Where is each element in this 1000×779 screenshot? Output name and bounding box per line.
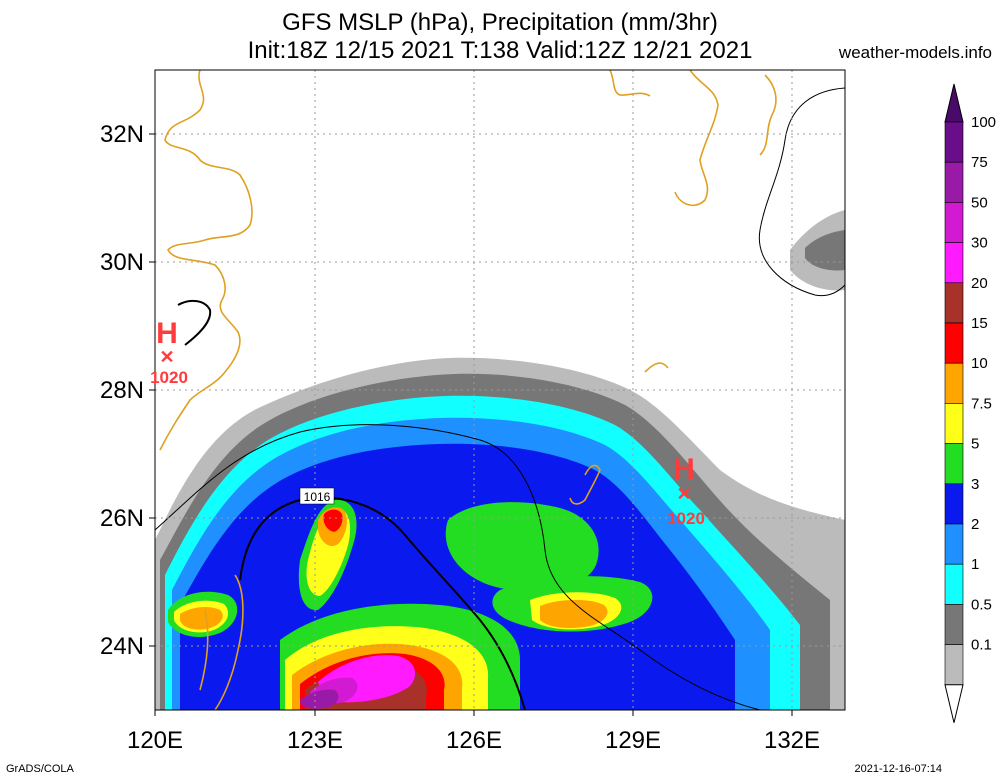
high-x-icon: ✕ bbox=[159, 347, 174, 367]
high-value: 1020 bbox=[150, 368, 188, 387]
high-x-icon: ✕ bbox=[676, 484, 691, 504]
colorbar-swatch bbox=[944, 161, 964, 203]
high-pressure-center: H ✕ 1020 bbox=[667, 453, 705, 528]
colorbar-swatch bbox=[944, 644, 964, 686]
colorbar-label: 100 bbox=[971, 114, 996, 131]
footer-left: GrADS/COLA bbox=[6, 763, 74, 775]
colorbar-label: 5 bbox=[971, 436, 979, 453]
colorbar-swatch bbox=[944, 443, 964, 485]
isobar-1018 bbox=[155, 424, 761, 710]
colorbar-label: 10 bbox=[971, 355, 988, 372]
x-tick-label: 120E bbox=[127, 727, 183, 754]
precip-10-west bbox=[180, 606, 223, 630]
isobar-1016 bbox=[239, 496, 526, 710]
precip-0.5-ne bbox=[805, 230, 845, 271]
y-tick-label: 26N bbox=[100, 505, 144, 532]
colorbar-label: 50 bbox=[971, 194, 988, 211]
y-tick-label: 28N bbox=[100, 377, 144, 404]
precip-15-plume bbox=[323, 509, 343, 532]
isobar-ne bbox=[758, 87, 845, 297]
isobar-label-box bbox=[299, 487, 335, 505]
high-letter: H bbox=[673, 453, 695, 486]
taiwan-coastline bbox=[199, 574, 244, 710]
colorbar-swatch bbox=[944, 563, 964, 605]
colorbar-swatch bbox=[944, 242, 964, 284]
footer-right: 2021-12-16-07:14 bbox=[854, 763, 942, 775]
gridlines bbox=[155, 70, 845, 710]
y-tick-label: 24N bbox=[100, 633, 144, 660]
colorbar-swatch bbox=[944, 523, 964, 565]
axis-ticks bbox=[149, 133, 793, 716]
precip-75 bbox=[300, 689, 339, 709]
colorbar-swatch bbox=[944, 322, 964, 364]
precip-field bbox=[155, 70, 845, 710]
high-pressure-center: H ✕ 1020 bbox=[150, 317, 188, 387]
y-tick-label: 30N bbox=[100, 249, 144, 276]
colorbar-label: 20 bbox=[971, 275, 988, 292]
china-coastline bbox=[159, 70, 253, 451]
japan-kyushu bbox=[674, 70, 719, 207]
x-tick-label: 126E bbox=[446, 727, 502, 754]
colorbar-swatch bbox=[944, 403, 964, 444]
x-tick-label: 129E bbox=[605, 727, 661, 754]
colorbar-top-arrow bbox=[944, 83, 964, 123]
colorbar: 100 75 50 30 20 15 10 7.5 5 3 2 1 0.5 0.1 bbox=[944, 83, 996, 723]
colorbar-swatch bbox=[944, 483, 964, 525]
x-tick-label: 123E bbox=[287, 727, 343, 754]
korea-coastline bbox=[609, 70, 651, 97]
precip-10-east bbox=[540, 599, 608, 628]
colorbar-swatch bbox=[944, 121, 964, 163]
colorbar-label: 2 bbox=[971, 516, 979, 533]
y-tick-label: 32N bbox=[100, 121, 144, 148]
isobar-label: 1016 bbox=[304, 490, 331, 504]
colorbar-label: 7.5 bbox=[971, 395, 992, 412]
colorbar-label: 0.1 bbox=[971, 637, 992, 654]
colorbar-label: 75 bbox=[971, 154, 988, 171]
colorbar-label: 15 bbox=[971, 315, 988, 332]
map-title-line2: Init:18Z 12/15 2021 T:138 Valid:12Z 12/2… bbox=[247, 37, 753, 64]
high-value: 1020 bbox=[667, 509, 705, 528]
x-tick-label: 132E bbox=[764, 727, 820, 754]
high-letter: H bbox=[156, 317, 178, 350]
precip-5-center bbox=[445, 502, 599, 592]
colorbar-label: 0.5 bbox=[971, 596, 992, 613]
colorbar-label: 1 bbox=[971, 556, 979, 573]
colorbar-swatch bbox=[944, 362, 964, 404]
map-title-line1: GFS MSLP (hPa), Precipitation (mm/3hr) bbox=[282, 9, 718, 36]
site-label: weather-models.info bbox=[838, 43, 992, 62]
colorbar-swatch bbox=[944, 604, 964, 645]
japan-shikoku bbox=[759, 74, 777, 156]
colorbar-swatch bbox=[944, 202, 964, 243]
ryukyu-islands bbox=[569, 362, 669, 505]
colorbar-bottom-arrow bbox=[944, 684, 964, 723]
isobar-high-west bbox=[177, 299, 212, 346]
colorbar-swatch bbox=[944, 282, 964, 324]
colorbar-label: 30 bbox=[971, 235, 988, 252]
colorbar-label: 3 bbox=[971, 476, 979, 493]
